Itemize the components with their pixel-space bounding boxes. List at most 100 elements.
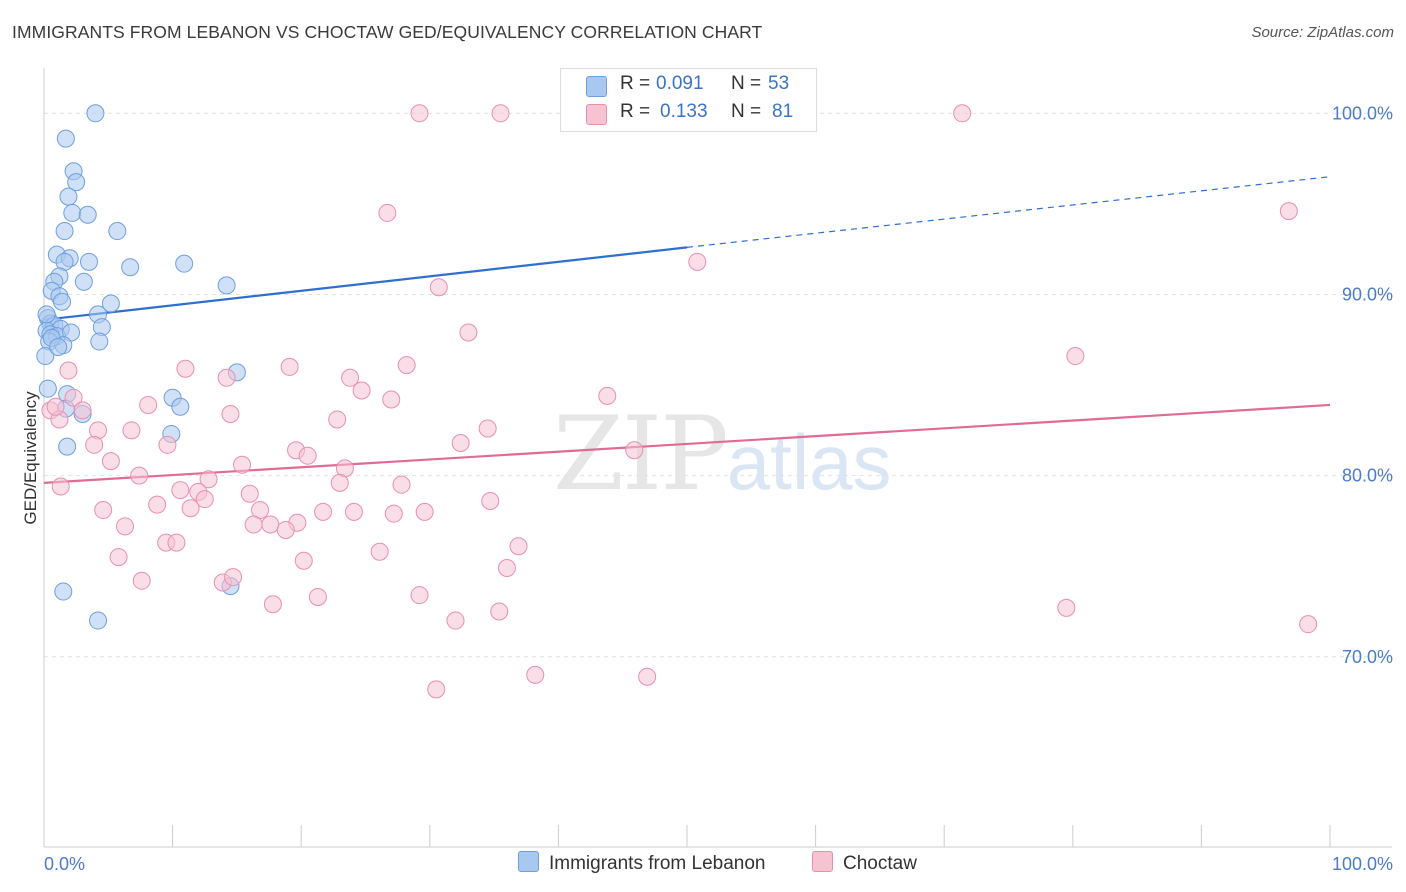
point-choctaw <box>429 278 448 297</box>
point-choctaw <box>427 680 446 699</box>
point-lebanon <box>171 397 190 416</box>
point-choctaw <box>199 470 218 489</box>
point-lebanon <box>63 203 82 222</box>
point-lebanon <box>38 379 57 398</box>
trend-lines <box>43 176 1331 484</box>
point-choctaw <box>217 368 236 387</box>
point-choctaw <box>139 395 158 414</box>
point-choctaw <box>51 477 70 496</box>
tick-labels: 70.0% 80.0% 90.0% 100.0% 0.0% 100.0% GED/Equiv… <box>21 103 1393 874</box>
point-choctaw <box>280 357 299 376</box>
point-choctaw <box>308 587 327 606</box>
trend-line-extension <box>686 176 1331 248</box>
point-choctaw <box>195 490 214 509</box>
point-choctaw <box>415 502 434 521</box>
point-choctaw <box>109 548 128 567</box>
legend-n-label: N = <box>731 73 762 94</box>
point-lebanon <box>37 305 56 324</box>
legend-label-lebanon: Immigrants from Lebanon <box>549 853 766 874</box>
point-choctaw <box>481 491 500 510</box>
trend-line <box>43 246 688 321</box>
point-choctaw <box>446 611 465 630</box>
point-choctaw <box>598 386 617 405</box>
legend-n-label: N = <box>731 101 762 122</box>
point-choctaw <box>410 104 429 123</box>
point-choctaw <box>410 586 429 605</box>
point-choctaw <box>132 571 151 590</box>
point-choctaw <box>94 501 113 520</box>
point-choctaw <box>392 475 411 494</box>
point-choctaw <box>1299 615 1318 634</box>
point-choctaw <box>294 551 313 570</box>
point-lebanon <box>49 337 68 356</box>
point-choctaw <box>1279 202 1298 221</box>
legend-item-lebanon: Immigrants from Lebanon <box>518 851 766 875</box>
legend-r-value: 0.091 <box>656 73 704 94</box>
point-lebanon <box>58 437 77 456</box>
axes <box>43 68 1392 848</box>
point-choctaw <box>378 203 397 222</box>
point-choctaw <box>478 419 497 438</box>
point-choctaw <box>181 499 200 518</box>
point-choctaw <box>382 390 401 409</box>
point-choctaw <box>638 667 657 686</box>
point-lebanon <box>74 272 93 291</box>
point-choctaw <box>370 542 389 561</box>
legend-r-value: 0.133 <box>660 101 708 122</box>
legend-item-choctaw: Choctaw <box>812 851 917 875</box>
point-lebanon <box>217 276 236 295</box>
point-lebanon <box>54 582 73 601</box>
point-lebanon <box>89 611 108 630</box>
point-choctaw <box>59 361 78 380</box>
point-choctaw <box>688 252 707 271</box>
point-choctaw <box>625 441 644 460</box>
point-choctaw <box>46 397 65 416</box>
point-choctaw <box>953 104 972 123</box>
point-choctaw <box>221 405 240 424</box>
point-choctaw <box>526 665 545 684</box>
point-choctaw <box>1057 598 1076 617</box>
point-lebanon <box>90 332 109 351</box>
point-lebanon <box>86 104 105 123</box>
point-choctaw <box>73 401 92 420</box>
trend-line <box>43 403 1331 484</box>
correlation-legend: R = 0.091 N = 53 R = 0.133 N = 81 <box>560 68 817 132</box>
legend-swatch-pink <box>586 104 607 125</box>
point-choctaw <box>263 595 282 614</box>
legend-n-value: 81 <box>772 101 794 122</box>
point-choctaw <box>148 495 167 514</box>
point-lebanon <box>78 205 97 224</box>
point-lebanon <box>53 292 72 311</box>
point-choctaw <box>397 356 416 375</box>
point-choctaw <box>459 323 478 342</box>
source-label: Source: ZipAtlas.com <box>1251 24 1394 41</box>
point-lebanon <box>108 222 127 241</box>
point-choctaw <box>261 515 280 534</box>
point-lebanon <box>56 129 75 148</box>
point-choctaw <box>122 421 141 440</box>
point-choctaw <box>240 484 259 503</box>
point-choctaw <box>328 410 347 429</box>
point-choctaw <box>85 435 104 454</box>
point-choctaw <box>497 559 516 578</box>
point-choctaw <box>384 504 403 523</box>
point-choctaw <box>116 517 135 536</box>
point-choctaw <box>451 434 470 453</box>
y-tick-label: 80.0% <box>1342 466 1393 486</box>
point-lebanon <box>101 294 120 313</box>
y-tick-label: 90.0% <box>1342 284 1393 304</box>
point-choctaw <box>158 435 177 454</box>
point-lebanon <box>55 222 74 241</box>
point-choctaw <box>176 359 195 378</box>
y-tick-label: 70.0% <box>1342 647 1393 667</box>
point-lebanon <box>59 187 78 206</box>
point-choctaw <box>330 473 349 492</box>
point-lebanon <box>121 258 140 277</box>
legend-swatch-pink <box>812 851 833 872</box>
point-choctaw <box>344 502 363 521</box>
point-choctaw <box>1066 347 1085 366</box>
legend-label-choctaw: Choctaw <box>843 853 917 874</box>
point-choctaw <box>224 568 243 587</box>
legend-r-label: R = <box>620 73 651 94</box>
